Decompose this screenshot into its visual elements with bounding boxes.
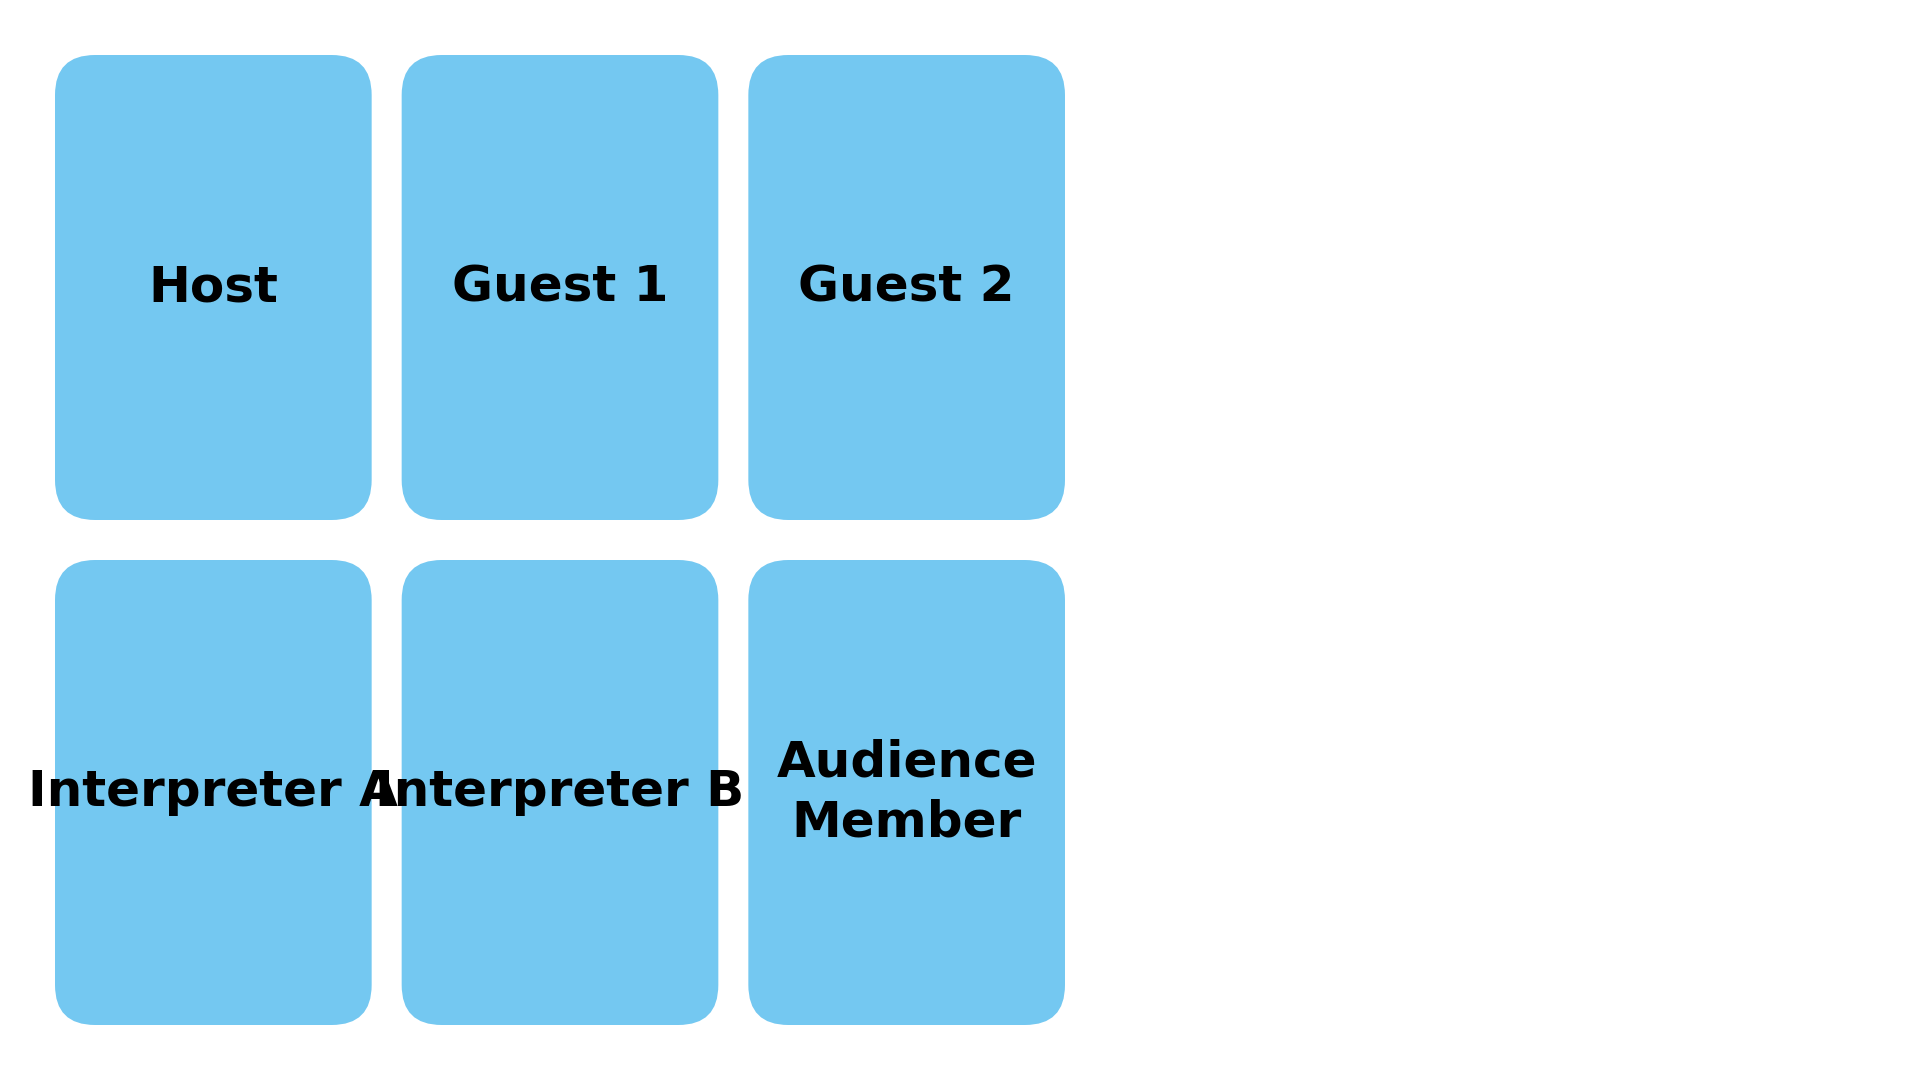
FancyBboxPatch shape [401,55,718,519]
Text: Host: Host [148,264,278,311]
FancyBboxPatch shape [749,561,1066,1025]
Text: Guest 1: Guest 1 [451,264,668,311]
FancyBboxPatch shape [56,55,372,519]
Text: Audience
Member: Audience Member [776,739,1037,847]
FancyBboxPatch shape [749,55,1066,519]
Text: Interpreter B: Interpreter B [376,769,745,816]
FancyBboxPatch shape [401,561,718,1025]
FancyBboxPatch shape [56,561,372,1025]
Text: Guest 2: Guest 2 [799,264,1016,311]
Text: Interpreter A: Interpreter A [29,769,397,816]
